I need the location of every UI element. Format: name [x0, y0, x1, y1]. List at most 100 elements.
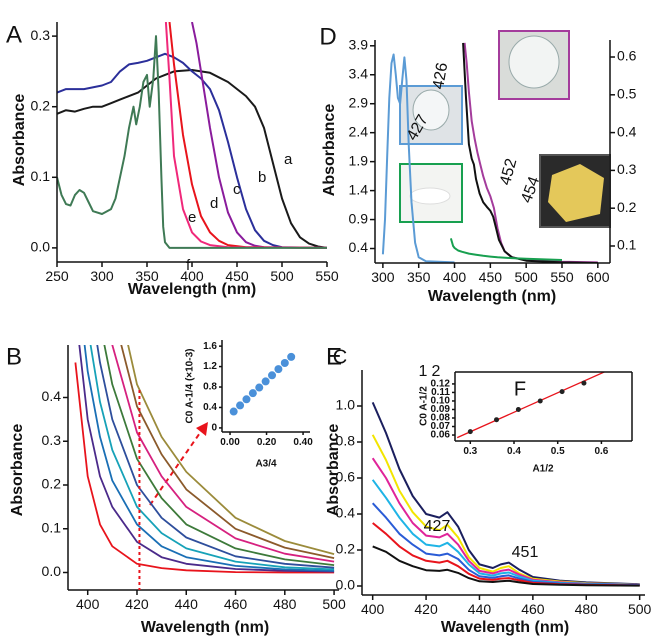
line: [111, 345, 335, 563]
point: [274, 365, 283, 374]
series-label: b: [258, 169, 266, 186]
plot-area: [74, 345, 335, 574]
y-axis-label: Absorbance: [321, 104, 338, 197]
annotation: 1: [419, 363, 428, 380]
point: [467, 429, 473, 435]
series-label: e: [188, 209, 196, 226]
x-tick-label: 350: [407, 269, 431, 285]
point: [581, 380, 587, 386]
x-tick-label: 0.6: [594, 446, 608, 457]
panel-label: D: [319, 23, 336, 50]
line: [168, 22, 327, 249]
x-tick-label: 300: [371, 269, 395, 285]
x-axis-label: A3/4: [255, 459, 277, 470]
x-tick-label: 0.4: [507, 446, 521, 457]
point: [515, 406, 521, 412]
y-tick-label: 0.2: [42, 476, 62, 492]
x-tick-label: 440: [175, 596, 199, 612]
y-tick-label: 0.06: [431, 430, 451, 441]
inset-background: [222, 340, 310, 432]
x-tick-label: 250: [45, 268, 69, 284]
panel-label: F: [514, 378, 526, 400]
x-tick-label: 460: [521, 601, 545, 617]
y-axis-label: C0 A-1/2: [419, 386, 430, 426]
x-axis-label: Wavelength (nm): [128, 281, 256, 298]
point: [248, 389, 257, 398]
x-tick-label: 420: [414, 601, 438, 617]
line: [371, 479, 640, 586]
y-tick-label: 0.3: [42, 432, 62, 448]
y2-tick-label: 0.4: [617, 123, 637, 139]
point: [268, 371, 277, 380]
line: [127, 345, 335, 555]
plot-area: [455, 372, 632, 441]
y2-tick-label: 0.6: [617, 48, 637, 64]
photo-crystal-shape: [548, 164, 604, 222]
x-tick-label: 420: [125, 596, 149, 612]
point: [229, 407, 238, 416]
x-tick-label: 550: [550, 269, 574, 285]
line: [371, 402, 640, 586]
series-label: a: [284, 151, 293, 168]
y2-tick-label: 0.5: [617, 86, 637, 102]
y-tick-label: 0: [211, 423, 217, 434]
annotation: 451: [512, 544, 539, 561]
panel-label: B: [6, 343, 22, 370]
y-tick-label: 0.4: [203, 402, 217, 413]
y-tick-label: 0.2: [336, 541, 356, 557]
x-tick-label: 450: [479, 269, 503, 285]
line: [164, 22, 327, 249]
y-axis-label: Absorbance: [9, 424, 26, 517]
y-tick-label: 0.4: [349, 239, 369, 255]
y-tick-label: 2.9: [349, 94, 369, 110]
x-tick-label: 400: [76, 596, 100, 612]
y-tick-label: 0.2: [31, 97, 51, 113]
y-tick-label: 0.09: [431, 404, 451, 415]
y-tick-label: 1.9: [349, 152, 369, 168]
x-tick-label: 500: [270, 268, 294, 284]
y-tick-label: 0.08: [431, 413, 451, 424]
y-tick-label: 0.1: [31, 168, 51, 184]
point: [287, 352, 296, 361]
line: [89, 345, 335, 571]
y-tick-label: 1.0: [336, 397, 356, 413]
annotation: 452: [497, 157, 520, 187]
y-tick-label: 0.8: [203, 382, 217, 393]
y-tick-label: 0.1: [42, 519, 62, 535]
line: [371, 434, 640, 586]
x-axis-label: Wavelength (nm): [441, 619, 569, 636]
y2-tick-label: 0.3: [617, 161, 637, 177]
x-tick-label: 440: [468, 601, 492, 617]
series-label: f: [186, 257, 191, 274]
y-tick-label: 0.0: [336, 577, 356, 593]
photo-vial-shape: [412, 89, 450, 131]
x-tick-label: 480: [273, 596, 297, 612]
plot-area: [371, 402, 640, 587]
x-tick-label: 460: [224, 596, 248, 612]
x-tick-label: 400: [443, 269, 467, 285]
line: [96, 345, 335, 569]
y-tick-label: 3.4: [349, 65, 369, 81]
annotation: 2: [432, 363, 441, 380]
line: [191, 22, 327, 249]
y-axis-label: Absorbance: [11, 94, 28, 187]
line: [449, 238, 563, 261]
x-tick-label: 500: [514, 269, 538, 285]
x-tick-label: 0.20: [257, 437, 277, 448]
x-tick-label: 300: [90, 268, 114, 284]
point: [280, 359, 289, 367]
line: [57, 52, 327, 249]
x-tick-label: 480: [575, 601, 599, 617]
y-tick-label: 0.11: [431, 387, 450, 398]
y-tick-label: 3.9: [349, 36, 369, 52]
y-tick-label: 2.4: [349, 123, 369, 139]
series-label: d: [210, 195, 218, 212]
y-tick-label: 0.9: [349, 210, 369, 226]
y-tick-label: 0.4: [336, 505, 356, 521]
y-axis-label: Absorbance: [325, 424, 342, 517]
photo-vial-large-shape: [508, 35, 560, 89]
panel-label: A: [6, 21, 22, 48]
panel-label: E: [326, 343, 342, 370]
point: [537, 398, 543, 404]
